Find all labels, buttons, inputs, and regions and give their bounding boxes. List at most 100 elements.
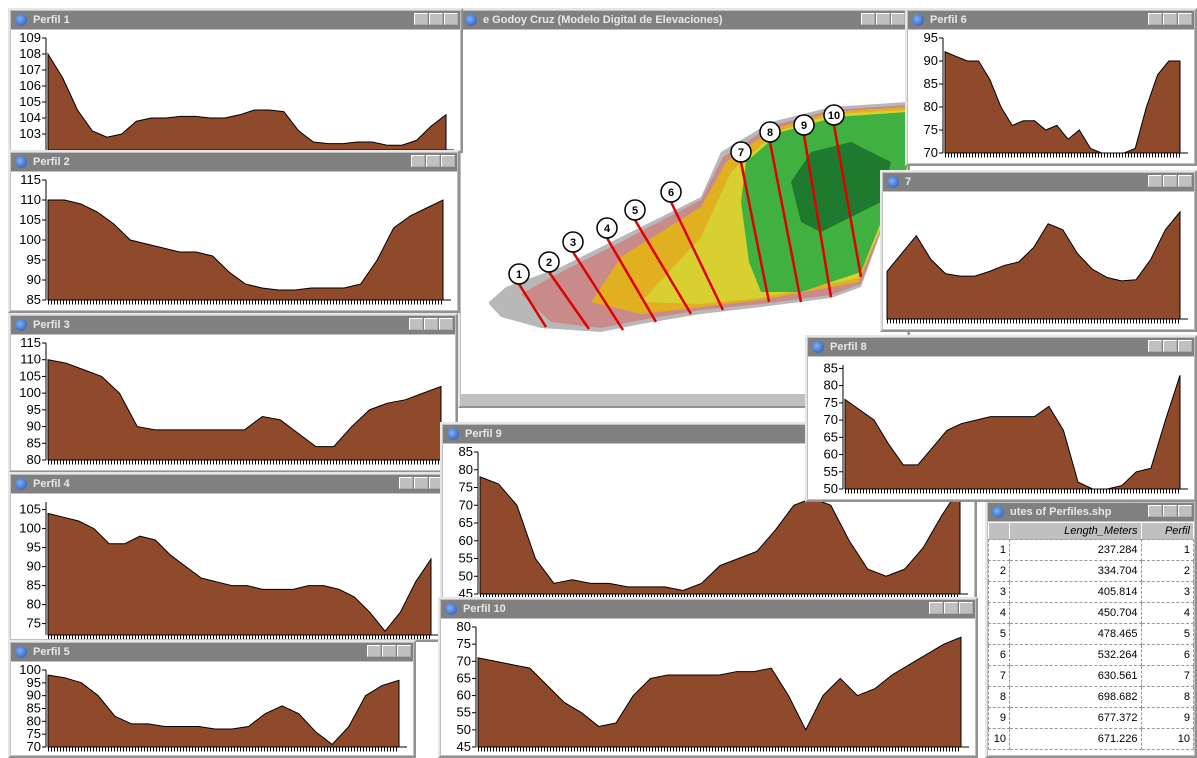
profile-marker-label: 1: [516, 269, 522, 281]
maximize-button[interactable]: [414, 477, 428, 489]
y-tick-label: 50: [824, 481, 838, 496]
maximize-button[interactable]: [1163, 175, 1177, 187]
profile-chart: 7580859095100105: [11, 494, 445, 639]
window: utes of Perfiles.shp Length_MetersPerfil1…: [985, 500, 1197, 758]
profile-marker-label: 3: [570, 237, 576, 249]
table-row: 9677.3729: [989, 708, 1194, 729]
table-cell: 630.561: [1010, 666, 1142, 687]
y-tick-label: 85: [27, 292, 41, 307]
close-button[interactable]: [444, 13, 458, 25]
maximize-button[interactable]: [1163, 505, 1177, 517]
maximize-button[interactable]: [424, 318, 438, 330]
minimize-button[interactable]: [399, 477, 413, 489]
table-cell: 237.284: [1010, 540, 1142, 561]
y-tick-label: 105: [19, 368, 41, 383]
y-tick-label: 90: [27, 419, 41, 434]
y-tick-label: 85: [27, 578, 41, 593]
y-tick-label: 80: [27, 597, 41, 612]
table-cell: 1: [989, 540, 1010, 561]
profile-area: [478, 637, 961, 747]
y-tick-label: 90: [924, 53, 938, 68]
y-tick-label: 70: [824, 412, 838, 427]
maximize-button[interactable]: [1163, 13, 1177, 25]
maximize-button[interactable]: [1163, 340, 1177, 352]
minimize-button[interactable]: [367, 645, 381, 657]
minimize-button[interactable]: [1148, 340, 1162, 352]
close-button[interactable]: [439, 318, 453, 330]
profile-area: [48, 360, 441, 460]
window-buttons: [414, 13, 458, 25]
close-button[interactable]: [959, 602, 973, 614]
window-icon: [15, 478, 27, 490]
close-button[interactable]: [441, 155, 455, 167]
profile-chart: 80859095100105110115: [11, 335, 455, 470]
window-title: 7: [905, 176, 911, 188]
y-tick-label: 100: [19, 232, 41, 247]
table-row: 3405.8143: [989, 582, 1194, 603]
column-header: Length_Meters: [1010, 523, 1142, 540]
table-cell: 2: [1141, 561, 1193, 582]
maximize-button[interactable]: [944, 602, 958, 614]
minimize-button[interactable]: [929, 602, 943, 614]
table-cell: 671.226: [1010, 729, 1142, 750]
profile-marker-label: 2: [546, 257, 552, 269]
y-tick-label: 109: [19, 30, 41, 45]
profile-area: [845, 375, 1180, 489]
y-tick-label: 60: [824, 447, 838, 462]
title-bar: Perfil 4: [11, 475, 445, 493]
close-button[interactable]: [1178, 340, 1192, 352]
window: Perfil 1103104105106107108109: [8, 8, 463, 153]
profile-marker-label: 9: [801, 120, 807, 132]
y-tick-label: 70: [27, 739, 41, 754]
maximize-button[interactable]: [382, 645, 396, 657]
maximize-button[interactable]: [876, 13, 890, 25]
close-button[interactable]: [891, 13, 905, 25]
y-tick-label: 80: [457, 619, 471, 634]
minimize-button[interactable]: [411, 155, 425, 167]
window-buttons: [929, 602, 973, 614]
close-button[interactable]: [397, 645, 411, 657]
y-tick-label: 70: [924, 145, 938, 160]
minimize-button[interactable]: [1148, 505, 1162, 517]
y-tick-label: 85: [27, 701, 41, 716]
table-cell: 9: [989, 708, 1010, 729]
title-bar: e Godoy Cruz (Modelo Digital de Elevacio…: [461, 11, 907, 29]
attribute-table: Length_MetersPerfil1237.28412334.7042340…: [988, 522, 1194, 750]
profile-area: [48, 54, 446, 150]
profile-chart: [883, 192, 1194, 329]
window-title: Perfil 6: [930, 14, 967, 26]
window-icon: [15, 646, 27, 658]
table-cell: 478.465: [1010, 624, 1142, 645]
y-tick-label: 85: [27, 435, 41, 450]
y-tick-label: 85: [459, 444, 473, 459]
y-tick-label: 75: [924, 122, 938, 137]
minimize-button[interactable]: [1148, 175, 1162, 187]
window-buttons: [409, 318, 453, 330]
profile-marker-label: 5: [632, 205, 638, 217]
window: Perfil 6707580859095: [905, 8, 1197, 166]
table-cell: 2: [989, 561, 1010, 582]
window: Perfil 380859095100105110115: [8, 313, 458, 473]
y-tick-label: 55: [459, 551, 473, 566]
maximize-button[interactable]: [426, 155, 440, 167]
y-tick-label: 80: [824, 378, 838, 393]
table-cell: 698.682: [1010, 687, 1142, 708]
minimize-button[interactable]: [1148, 13, 1162, 25]
close-button[interactable]: [1178, 175, 1192, 187]
close-button[interactable]: [1178, 505, 1192, 517]
window-title: utes of Perfiles.shp: [1010, 506, 1111, 518]
window-title: Perfil 10: [463, 603, 506, 615]
window-buttons: [411, 155, 455, 167]
close-button[interactable]: [1178, 13, 1192, 25]
maximize-button[interactable]: [429, 13, 443, 25]
y-tick-label: 80: [27, 452, 41, 467]
table-row: 10671.22610: [989, 729, 1194, 750]
minimize-button[interactable]: [414, 13, 428, 25]
minimize-button[interactable]: [409, 318, 423, 330]
profile-area: [887, 212, 1180, 319]
minimize-button[interactable]: [861, 13, 875, 25]
window-icon: [812, 341, 824, 353]
